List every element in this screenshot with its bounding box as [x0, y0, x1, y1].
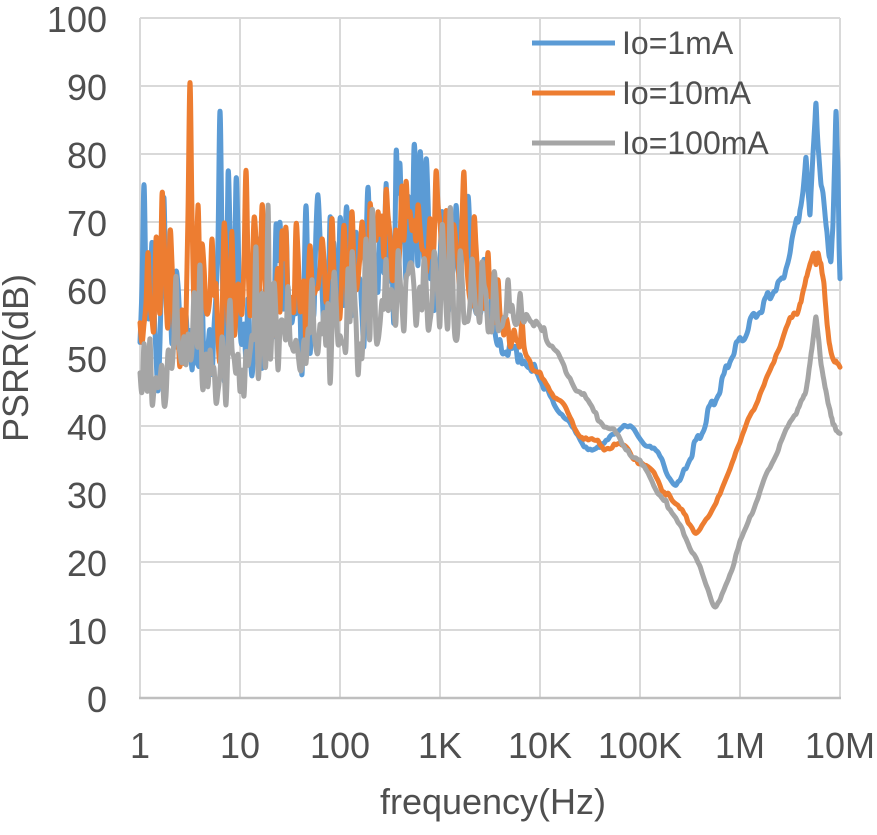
svg-text:0: 0 — [87, 679, 107, 720]
svg-text:40: 40 — [67, 407, 107, 448]
svg-text:30: 30 — [67, 475, 107, 516]
svg-text:60: 60 — [67, 271, 107, 312]
svg-text:50: 50 — [67, 339, 107, 380]
svg-text:PSRR(dB): PSRR(dB) — [0, 274, 36, 442]
svg-text:100: 100 — [310, 725, 370, 766]
svg-text:70: 70 — [67, 203, 107, 244]
svg-text:90: 90 — [67, 67, 107, 108]
svg-text:10: 10 — [220, 725, 260, 766]
svg-text:Io=100mA: Io=100mA — [622, 125, 769, 161]
svg-text:20: 20 — [67, 543, 107, 584]
svg-text:10M: 10M — [805, 725, 875, 766]
svg-text:1M: 1M — [715, 725, 765, 766]
svg-text:80: 80 — [67, 135, 107, 176]
svg-text:10: 10 — [67, 611, 107, 652]
svg-text:10K: 10K — [508, 725, 572, 766]
svg-text:1: 1 — [130, 725, 150, 766]
svg-text:1K: 1K — [418, 725, 462, 766]
svg-text:frequency(Hz): frequency(Hz) — [380, 781, 606, 822]
svg-text:Io=10mA: Io=10mA — [622, 75, 752, 111]
svg-text:Io=1mA: Io=1mA — [622, 25, 734, 61]
svg-text:100K: 100K — [598, 725, 682, 766]
svg-text:100: 100 — [47, 0, 107, 40]
